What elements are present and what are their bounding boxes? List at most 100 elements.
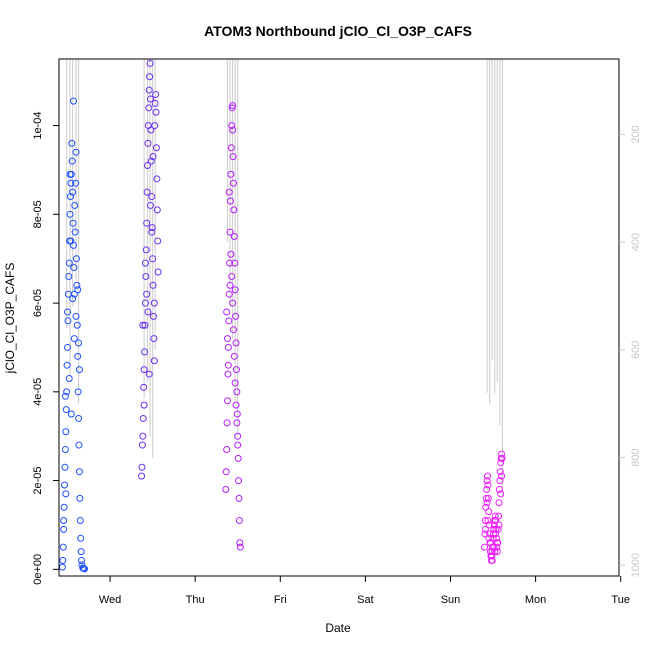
y2-tick-label: 400 (630, 233, 642, 251)
data-point (490, 521, 498, 529)
data-point (78, 556, 86, 564)
data-point (77, 548, 85, 556)
x-tick-label: Mon (525, 594, 546, 606)
y-tick-label: 0e+00 (32, 554, 44, 585)
data-point (139, 432, 147, 440)
data-point (224, 397, 232, 405)
data-point (236, 539, 244, 547)
data-point (72, 179, 80, 187)
data-point (234, 441, 242, 449)
data-point (148, 228, 156, 236)
data-point (228, 122, 236, 130)
data-point (64, 308, 72, 316)
data-point (228, 272, 236, 280)
data-point (69, 97, 77, 105)
data-point (149, 153, 157, 161)
data-point (226, 197, 234, 205)
data-point (149, 281, 157, 289)
axes-layer: Wed Thu Fri Sat Sun Mon Tue 0e+00 2e-05 4e-05 6e-0… (32, 111, 642, 606)
x-tick-label: Fri (274, 594, 287, 606)
data-point (146, 73, 154, 81)
data-point (227, 170, 235, 178)
data-point (484, 494, 492, 502)
data-point (65, 259, 73, 267)
data-point (483, 499, 491, 507)
data-point (229, 126, 237, 134)
data-point (81, 565, 89, 573)
data-point (141, 321, 149, 329)
data-point (152, 108, 160, 116)
data-point (68, 157, 76, 165)
y-tick-label: 1e-04 (32, 111, 44, 139)
data-point (497, 490, 505, 498)
data-point (140, 383, 148, 391)
data-point (60, 517, 68, 525)
data-point (234, 432, 242, 440)
data-point (230, 352, 238, 360)
y2-tick-label: 800 (630, 448, 642, 466)
data-point (226, 259, 234, 267)
data-point (495, 512, 503, 520)
data-point (141, 348, 149, 356)
data-point (232, 366, 240, 374)
data-point (61, 392, 69, 400)
data-point (63, 388, 71, 396)
data-point (224, 361, 232, 369)
data-point (142, 246, 150, 254)
data-point (227, 250, 235, 258)
data-point (144, 139, 152, 147)
data-point (235, 494, 243, 502)
data-point (145, 370, 153, 378)
data-point (492, 534, 500, 542)
y2-tick-label: 1000 (630, 553, 642, 577)
data-point (234, 454, 242, 462)
data-point (492, 530, 500, 538)
data-point (66, 193, 74, 201)
y2-tick-label: 600 (630, 341, 642, 359)
data-point (141, 259, 149, 267)
data-point (73, 281, 81, 289)
data-point (498, 454, 506, 462)
data-point (493, 548, 501, 556)
data-point (61, 446, 69, 454)
data-point (148, 193, 156, 201)
data-point (142, 272, 150, 280)
data-point (227, 144, 235, 152)
data-point (222, 485, 230, 493)
data-point (65, 272, 73, 280)
data-point (226, 228, 234, 236)
data-point (223, 419, 231, 427)
data-point (229, 326, 237, 334)
data-point (146, 201, 154, 209)
data-point (481, 530, 489, 538)
data-point (498, 472, 506, 480)
data-point (72, 312, 80, 320)
data-point (498, 450, 506, 458)
data-point (145, 104, 153, 112)
data-point (495, 521, 503, 529)
data-point (223, 308, 231, 316)
x-tick-label: Sat (357, 594, 374, 606)
data-point (59, 556, 67, 564)
data-point (497, 459, 505, 467)
data-point (150, 357, 158, 365)
data-point (153, 175, 161, 183)
data-point (148, 224, 156, 232)
data-point (481, 525, 489, 533)
data-point (488, 548, 496, 556)
data-point (141, 299, 149, 307)
data-point (75, 366, 83, 374)
data-point (223, 446, 231, 454)
data-point (64, 317, 72, 325)
data-point (229, 179, 237, 187)
data-point (61, 481, 69, 489)
data-point (233, 419, 241, 427)
data-point (71, 201, 79, 209)
data-point (495, 485, 503, 493)
data-point (62, 406, 70, 414)
y2-tick-label: 200 (630, 125, 642, 143)
data-point (152, 91, 160, 99)
data-point (231, 379, 239, 387)
data-point (485, 521, 493, 529)
